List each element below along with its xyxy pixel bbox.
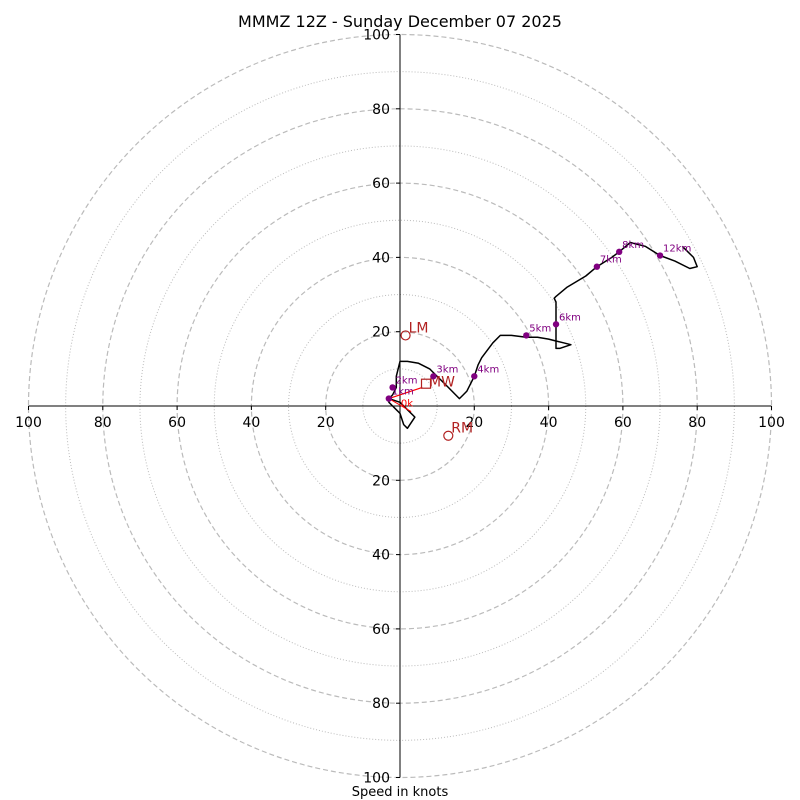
tick-label-top: 40	[372, 250, 390, 266]
shear-vector	[388, 386, 423, 400]
height-marker-point	[471, 373, 478, 380]
tick-label-top: 60	[372, 176, 390, 192]
mean-wind-label: MW	[429, 375, 455, 391]
tick-label-left: 40	[242, 415, 260, 431]
height-marker-label: 12km	[663, 244, 691, 255]
shear-tick	[388, 398, 412, 413]
tick-label-right: 80	[688, 415, 706, 431]
height-marker-point	[656, 252, 664, 259]
height-marker-point	[593, 263, 601, 270]
left-mover-label: LM	[409, 320, 429, 336]
tick-label-right: 100	[758, 415, 785, 431]
height-marker-point	[430, 373, 437, 380]
tick-label-top: 100	[363, 28, 390, 44]
axes	[28, 34, 772, 778]
tick-label-top: 80	[372, 102, 390, 118]
hodograph-trace	[388, 241, 698, 430]
tick-label-right: 40	[540, 415, 558, 431]
tick-label-bottom: 100	[363, 771, 390, 787]
height-marker-point	[389, 384, 396, 391]
height-marker-label: 2km	[396, 375, 418, 386]
left-mover-marker	[400, 330, 411, 341]
hodograph-low-level-loop	[388, 397, 416, 430]
tick-label-bottom: 20	[372, 473, 390, 489]
height-marker-label: 5km	[529, 323, 551, 334]
tick-label-left: 80	[94, 415, 112, 431]
height-marker-label: 8km	[622, 240, 644, 251]
x-axis-label: Speed in knots	[352, 785, 449, 800]
tick-label-top: 20	[372, 325, 390, 341]
tick-label-bottom: 80	[372, 696, 390, 712]
height-marker-point	[385, 395, 393, 402]
height-marker-label: 3km	[436, 364, 458, 375]
height-marker-label: 1km	[392, 387, 414, 398]
height-marker-point	[552, 321, 560, 328]
chart-title: MMMZ 12Z - Sunday December 07 2025	[238, 12, 562, 31]
height-marker-label: 7km	[600, 255, 622, 266]
tick-label-left: 100	[15, 415, 42, 431]
storm-motion-group: 0k LM RM MW	[388, 320, 473, 441]
height-marker-label: 4km	[477, 364, 499, 375]
height-marker-point	[523, 332, 530, 339]
tick-label-bottom: 40	[372, 548, 390, 564]
mean-wind-marker	[420, 378, 432, 389]
origin-label: 0k	[401, 399, 413, 410]
height-marker-label: 6km	[559, 312, 581, 323]
height-marker-point	[615, 248, 623, 256]
tick-label-right: 20	[465, 415, 483, 431]
tick-label-bottom: 60	[372, 622, 390, 638]
tick-labels: 100 80 60 40 20 20 40 60 80 100 20 40 60 80 100 20 40 60 8…	[15, 28, 785, 787]
tick-label-left: 60	[168, 415, 186, 431]
right-mover-marker	[443, 430, 454, 441]
right-mover-label: RM	[451, 421, 473, 437]
tick-label-left: 20	[317, 415, 335, 431]
tick-label-right: 60	[614, 415, 632, 431]
